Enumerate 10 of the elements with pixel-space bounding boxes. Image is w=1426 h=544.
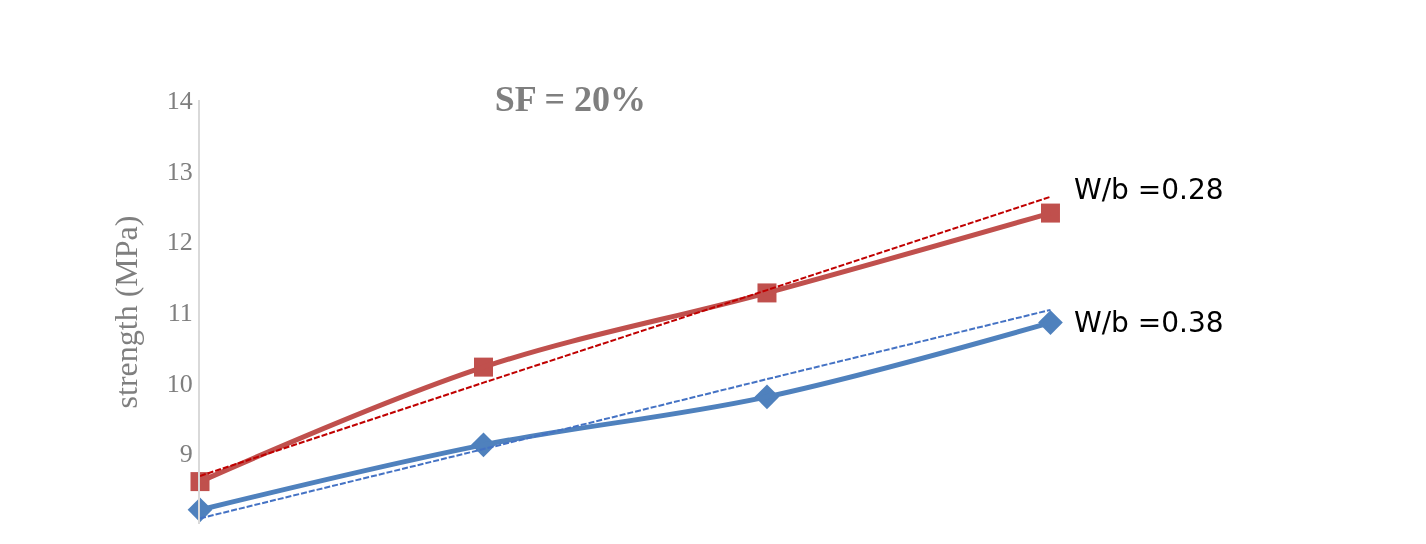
series-label: W/b =0.28 (1074, 173, 1224, 206)
y-axis-title: strength (MPa) (107, 215, 144, 409)
y-tick-label: 12 (166, 227, 193, 257)
y-tick-label: 9 (179, 439, 193, 469)
y-tick-label: 10 (166, 368, 193, 398)
y-tick-label: 11 (167, 298, 193, 328)
y-tick-label: 13 (166, 156, 193, 186)
chart-title: SF = 20% (494, 78, 646, 119)
series-label: W/b =0.38 (1074, 306, 1224, 339)
y-tick-label: 14 (166, 86, 193, 116)
